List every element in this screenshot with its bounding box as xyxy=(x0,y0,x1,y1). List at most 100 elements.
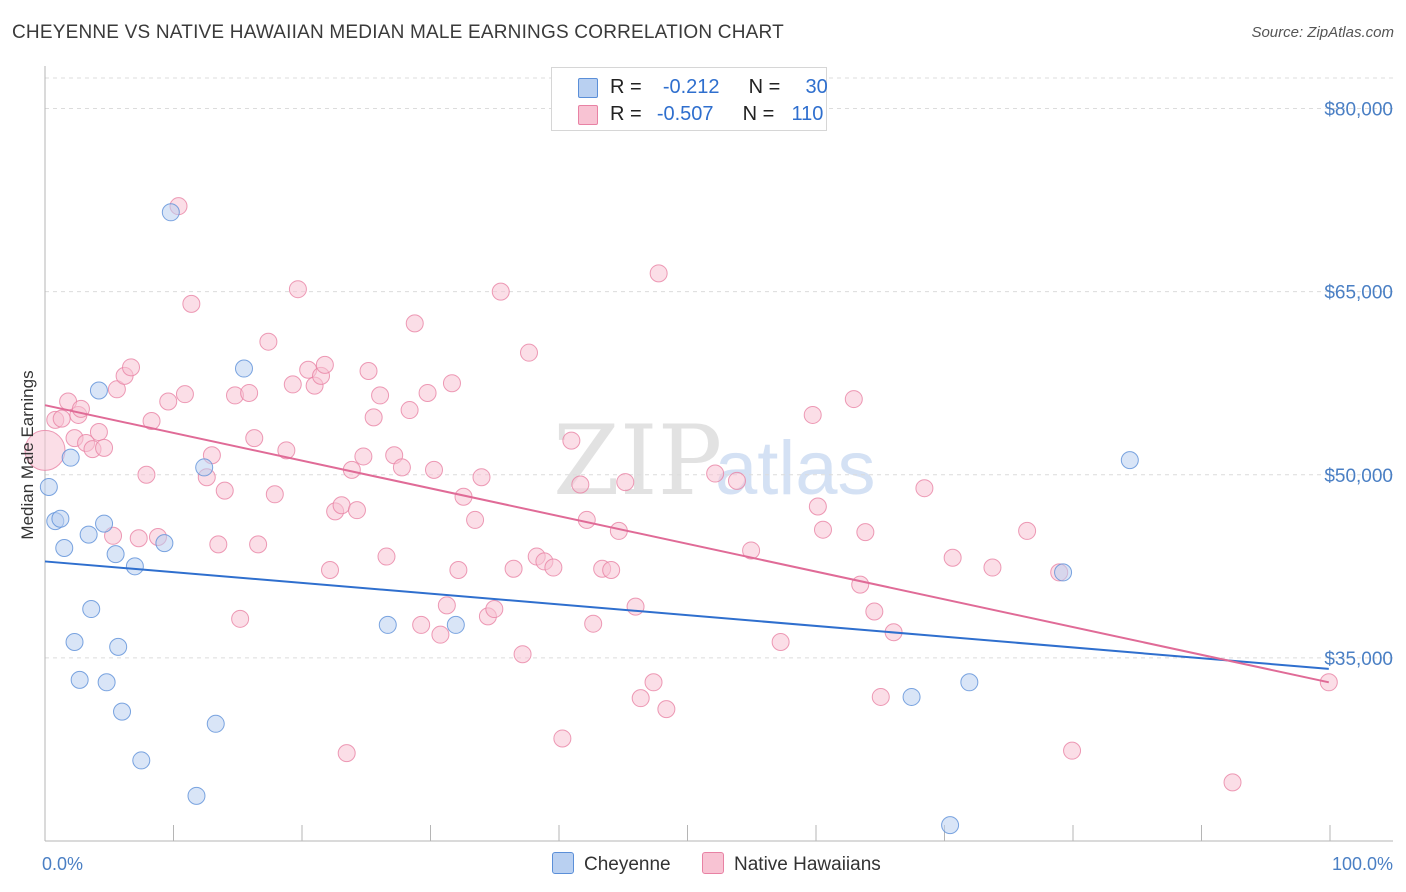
hawaiian-point xyxy=(742,541,761,560)
hawaiian-point xyxy=(137,465,156,484)
tick-labels: $35,000 $50,000 $65,000 $80,000 0.0% 100.0% xyxy=(42,100,1393,874)
cheyenne-point xyxy=(55,539,74,558)
legend-n-label: N = xyxy=(742,103,775,125)
hawaiian-point xyxy=(321,560,340,579)
cheyenne-point xyxy=(195,458,214,477)
cheyenne-swatch xyxy=(578,78,598,98)
x-tick-label-min: 0.0% xyxy=(42,854,83,874)
watermark-zip: ZIP xyxy=(553,405,722,517)
hawaiian-point xyxy=(844,390,863,409)
trendlines xyxy=(44,404,1330,684)
hawaiian-point xyxy=(245,429,264,448)
hawaiian-point xyxy=(472,468,491,487)
hawaiian-point xyxy=(371,386,390,405)
hawaiian-point xyxy=(553,729,572,748)
hawaiian-point xyxy=(504,559,523,578)
hawaiian-point xyxy=(871,687,890,706)
cheyenne-point xyxy=(187,786,206,805)
hawaiian-point xyxy=(215,481,234,500)
hawaiian-point xyxy=(851,575,870,594)
hawaiian-point xyxy=(107,380,126,399)
hawaiian-trendline xyxy=(44,404,1330,684)
hawaiian-point xyxy=(392,458,411,477)
y-tick-label: $50,000 xyxy=(1324,466,1393,487)
hawaiian-point xyxy=(943,548,962,567)
hawaiian-point xyxy=(1018,521,1037,540)
hawaiian-legend-swatch xyxy=(702,852,724,874)
hawaiian-point xyxy=(418,383,437,402)
hawaiian-point xyxy=(412,615,431,634)
hawaiian-point xyxy=(175,385,194,404)
cheyenne-point xyxy=(97,673,116,692)
hawaiian-swatch xyxy=(578,105,598,125)
hawaiian-point xyxy=(359,361,378,380)
hawaiian-point xyxy=(277,441,296,460)
x-tick-label-max: 100.0% xyxy=(1332,854,1393,874)
hawaiian-point xyxy=(813,520,832,539)
cheyenne-point xyxy=(941,816,960,835)
hawaiian-point xyxy=(249,535,268,554)
hawaiian-point xyxy=(602,560,621,579)
hawaiian-point xyxy=(513,645,532,664)
hawaiian-point xyxy=(377,547,396,566)
bottom-legend-hawaiian: Native Hawaiians xyxy=(702,852,881,876)
legend-r-value: -0.507 xyxy=(656,103,714,125)
legend-n-label: N = xyxy=(748,76,781,98)
hawaiian-point xyxy=(466,510,485,529)
hawaiian-point xyxy=(347,501,366,520)
hawaiian-point xyxy=(95,438,114,457)
cheyenne-point xyxy=(51,509,70,528)
hawaiian-point xyxy=(437,596,456,615)
legend-r-value: -0.212 xyxy=(662,76,720,98)
hawaiian-point xyxy=(431,625,450,644)
hawaiian-point xyxy=(649,264,668,283)
hawaiian-point xyxy=(265,485,284,504)
hawaiian-point xyxy=(315,355,334,374)
data-points xyxy=(24,197,1338,835)
legend-n-value: 110 xyxy=(791,103,824,125)
hawaiian-point xyxy=(631,689,650,708)
cheyenne-point xyxy=(61,448,80,467)
hawaiian-point xyxy=(231,609,250,628)
cheyenne-point xyxy=(79,525,98,544)
y-tick-label: $65,000 xyxy=(1324,283,1393,304)
cheyenne-point xyxy=(39,477,58,496)
hawaiian-point xyxy=(706,464,725,483)
stats-legend: R = -0.212 N = 30 R = -0.507 N = 110 xyxy=(551,67,828,131)
legend-r-label: R = xyxy=(610,103,642,125)
bottom-legend-cheyenne: Cheyenne xyxy=(552,852,671,876)
hawaiian-point xyxy=(449,560,468,579)
chart-title: CHEYENNE VS NATIVE HAWAIIAN MEDIAN MALE … xyxy=(12,22,784,43)
hawaiian-point xyxy=(424,460,443,479)
hawaiian-point xyxy=(626,597,645,616)
cheyenne-point xyxy=(1120,451,1139,470)
hawaiian-point xyxy=(337,744,356,763)
hawaiian-point xyxy=(562,431,581,450)
hawaiian-point xyxy=(616,473,635,492)
hawaiian-point xyxy=(865,602,884,621)
watermark-atlas: atlas xyxy=(715,426,876,511)
hawaiian-point xyxy=(364,408,383,427)
hawaiian-point xyxy=(24,429,66,471)
cheyenne-legend-label: Cheyenne xyxy=(584,854,671,875)
cheyenne-point xyxy=(82,600,101,619)
hawaiian-point xyxy=(283,375,302,394)
hawaiian-point xyxy=(332,496,351,515)
cheyenne-legend-swatch xyxy=(552,852,574,874)
cheyenne-point xyxy=(960,673,979,692)
hawaiian-point xyxy=(259,332,278,351)
cheyenne-point xyxy=(106,545,125,564)
hawaiian-legend-label: Native Hawaiians xyxy=(734,854,881,875)
cheyenne-point xyxy=(132,751,151,770)
hawaiian-point xyxy=(657,700,676,719)
hawaiian-point xyxy=(771,633,790,652)
hawaiian-point xyxy=(442,374,461,393)
hawaiian-point xyxy=(915,479,934,498)
hawaiian-point xyxy=(491,282,510,301)
hawaiian-point xyxy=(584,614,603,633)
watermark: ZIP atlas xyxy=(553,405,876,517)
cheyenne-point xyxy=(378,615,397,634)
cheyenne-point xyxy=(65,633,84,652)
hawaiian-point xyxy=(209,535,228,554)
